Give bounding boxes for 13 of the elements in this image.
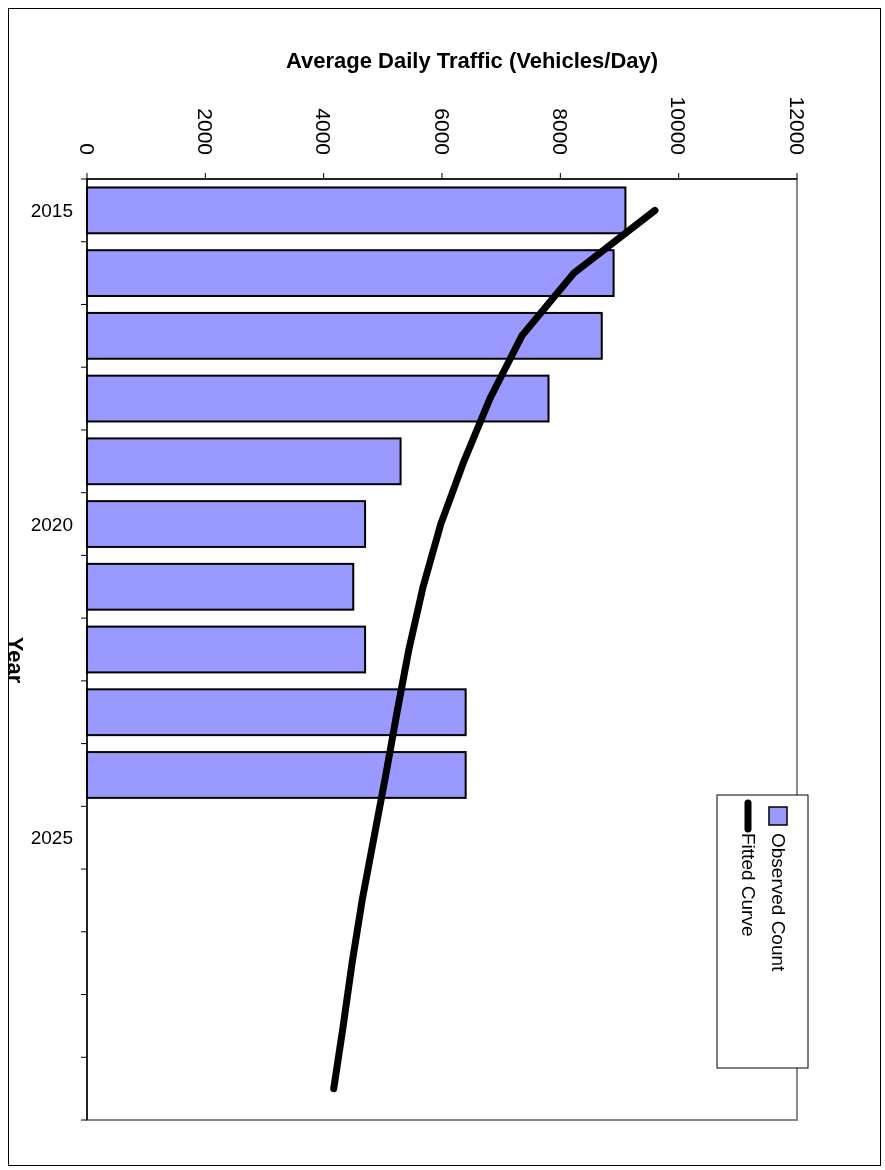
x-axis-title: Average Daily Traffic (Vehicles/Day): [285, 47, 659, 73]
x-tick-label: 6000: [430, 108, 454, 155]
x-tick-label: 4000: [312, 108, 336, 155]
y-tick-label: 2020: [30, 513, 73, 535]
y-tick-label: 2015: [30, 199, 73, 221]
x-tick-label: 2000: [193, 108, 217, 155]
y-tick-label: 2025: [30, 827, 73, 849]
x-tick-label: 8000: [548, 108, 572, 155]
x-tick-label: 0: [75, 143, 99, 155]
x-tick-label: 12000: [785, 96, 809, 155]
x-tick-label: 10000: [667, 96, 691, 155]
legend-label: Fitted Curve: [737, 833, 759, 937]
legend-label: Observed Count: [767, 833, 789, 973]
